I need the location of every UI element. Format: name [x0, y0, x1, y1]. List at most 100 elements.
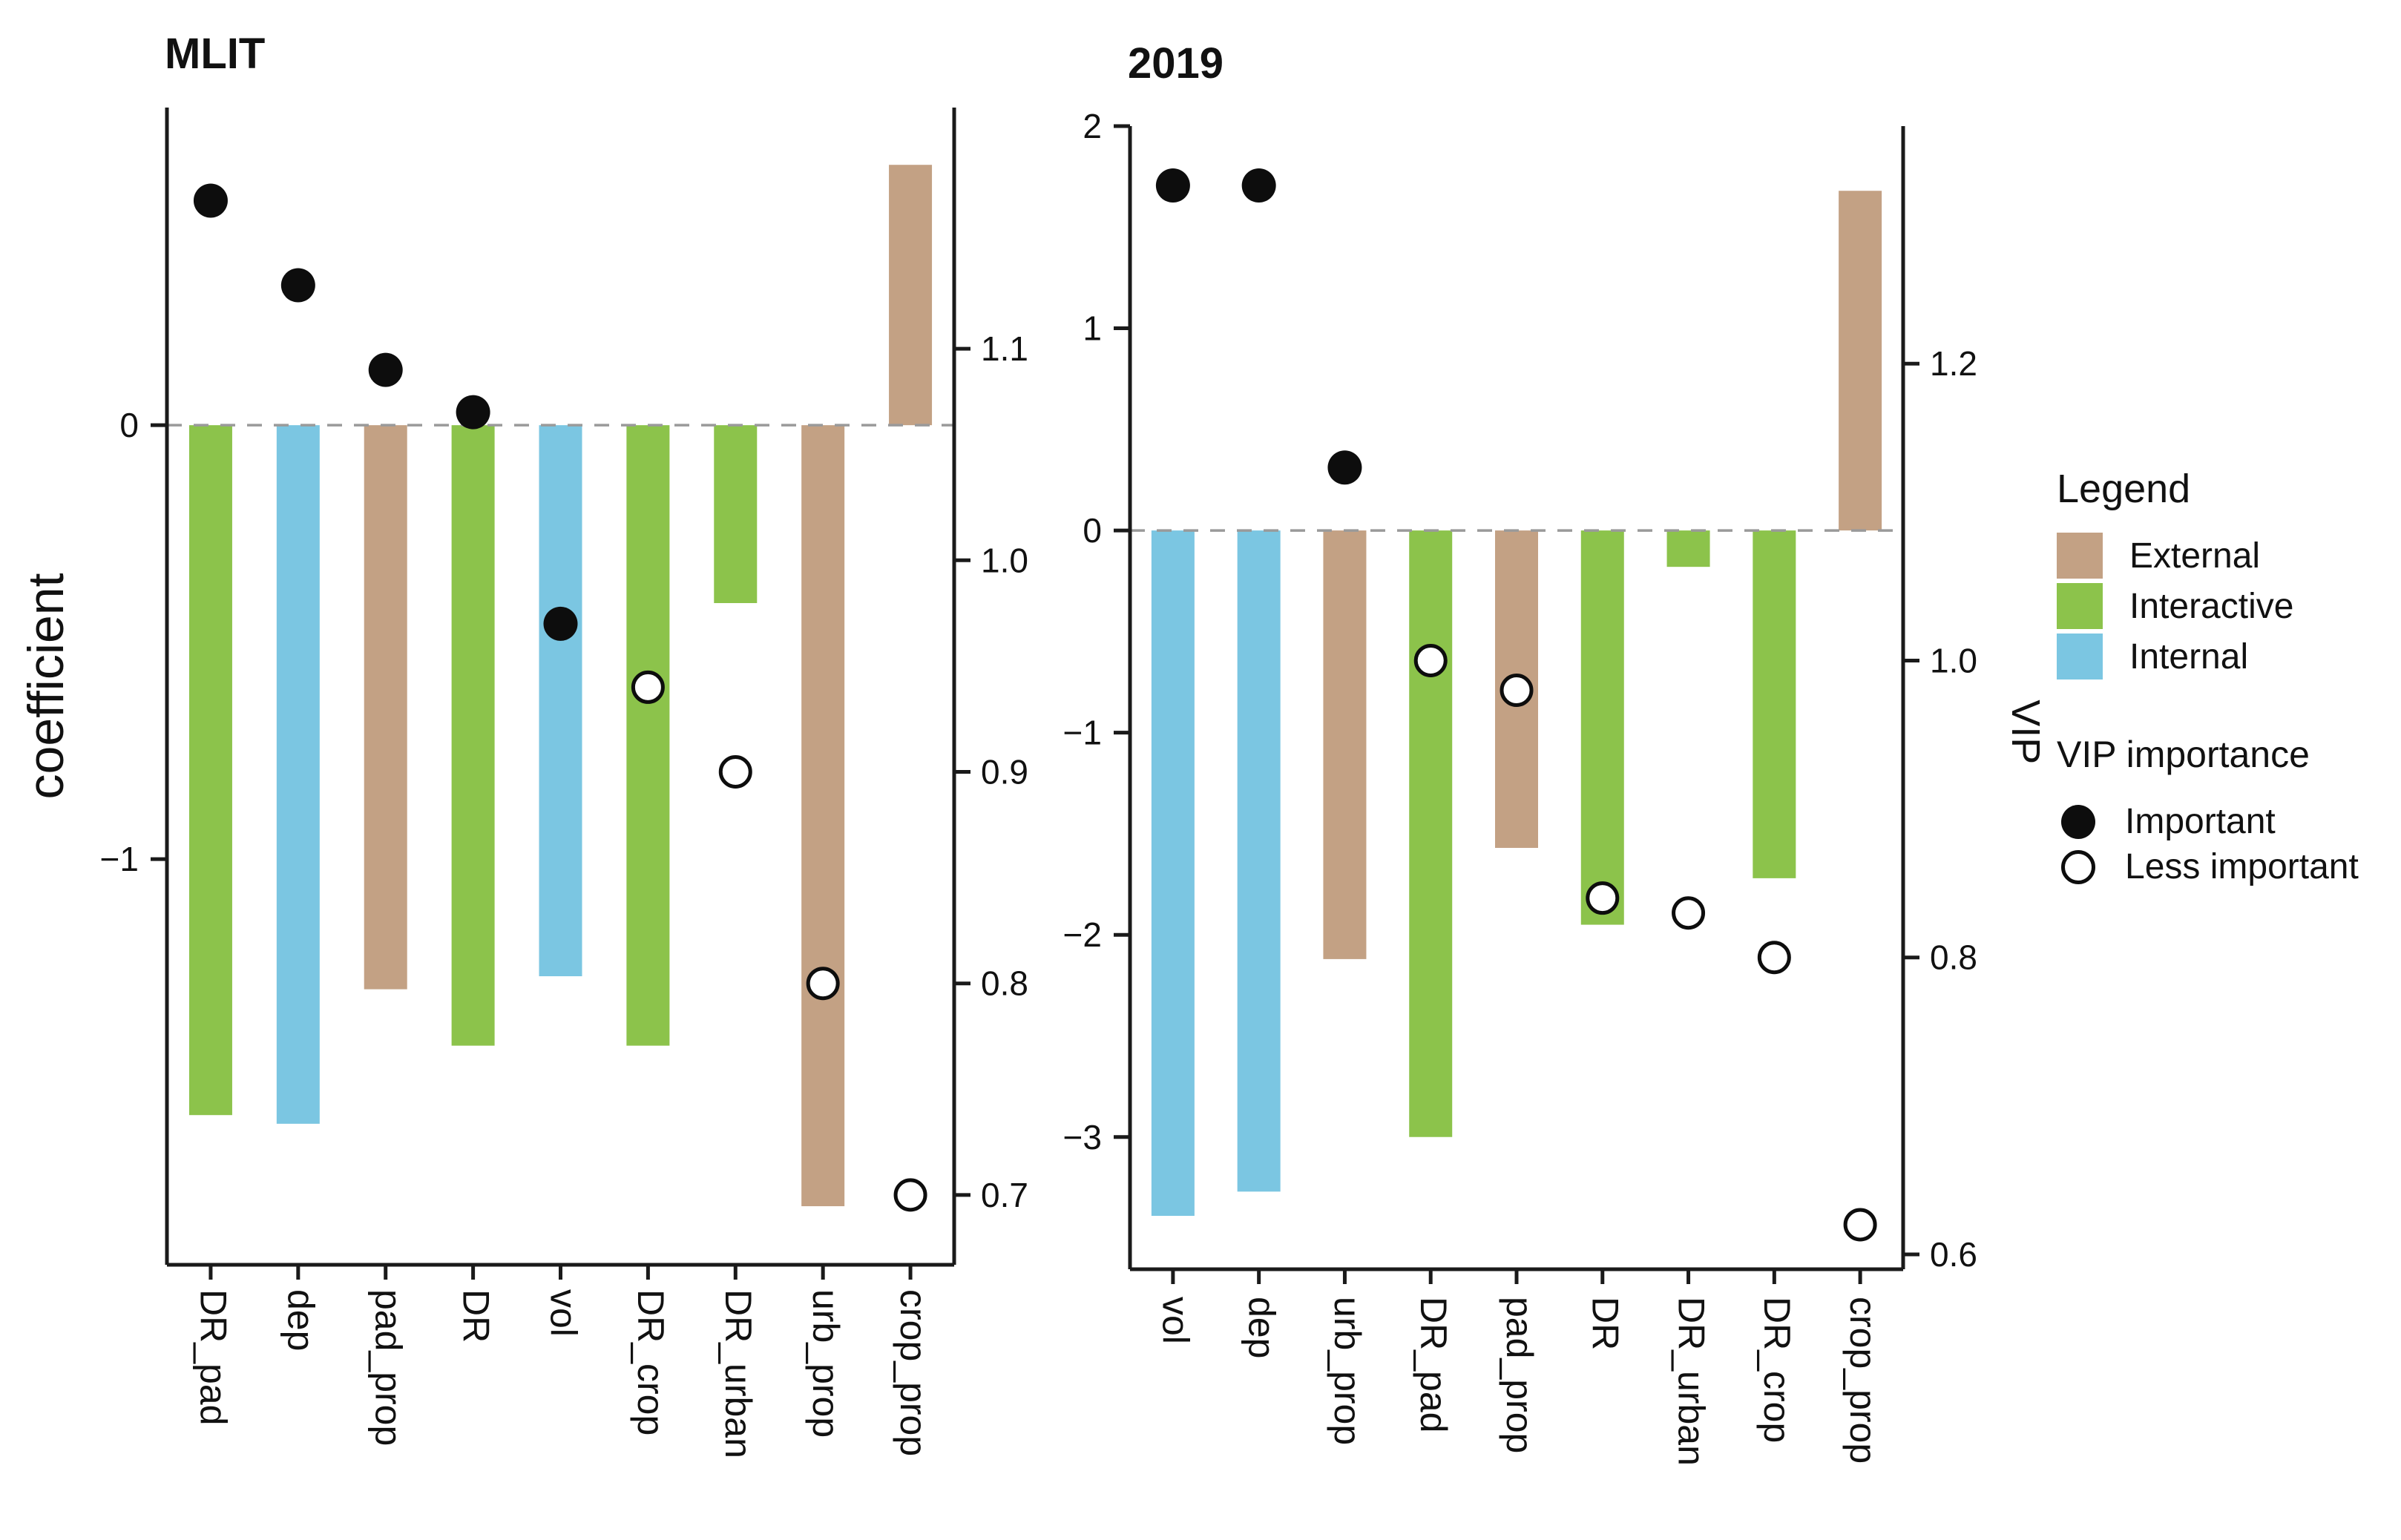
vip-point-DR_urban — [718, 755, 752, 789]
left-axis-tick-label: −1 — [100, 840, 139, 878]
x-axis-label-DR_pad: DR_pad — [1413, 1297, 1454, 1432]
bar-DR_pad — [188, 425, 232, 1116]
left-axis-tick-label: 0 — [1083, 511, 1102, 550]
x-axis-label-DR_crop: DR_crop — [630, 1289, 671, 1435]
bar-crop_prop — [1839, 191, 1882, 531]
vip-points-group — [193, 183, 927, 1212]
bar-DR — [1580, 530, 1624, 925]
x-axis-label-DR: DR — [455, 1289, 496, 1343]
vip-point-urb_prop — [806, 967, 840, 1001]
interactive-color-swatch — [2057, 583, 2103, 629]
right-axis-tick-label: 1.0 — [1930, 641, 1977, 679]
x-axis-label-vol: vol — [542, 1289, 584, 1337]
legend-item-important: Important — [2057, 801, 2398, 842]
legend-vip-title: VIP importance — [2057, 734, 2310, 775]
x-axis-label-dep: dep — [280, 1289, 322, 1351]
x-axis-label-vol: vol — [1155, 1297, 1197, 1344]
x-axis-label-crop_prop: crop_prop — [893, 1289, 934, 1456]
bar-dep — [276, 425, 320, 1124]
left-axis-tick-label: 0 — [119, 406, 139, 444]
bar-urb_prop — [1323, 530, 1367, 959]
legend-item-label: Less important — [2125, 847, 2359, 886]
bar-dep — [1237, 530, 1281, 1192]
bar-urb_prop — [801, 425, 845, 1207]
bar-pad_prop — [364, 425, 407, 990]
vip-point-DR_crop — [631, 670, 665, 704]
right-axis-tick-label: 0.7 — [981, 1176, 1028, 1214]
x-axis-label-DR_urban: DR_urban — [1670, 1297, 1712, 1466]
x-axis-label-crop_prop: crop_prop — [1842, 1297, 1884, 1464]
x-axis-label-urb_prop: urb_prop — [1327, 1297, 1368, 1445]
vip-point-crop_prop — [1843, 1208, 1877, 1242]
right-axis-title: VIP — [2003, 700, 2048, 764]
vip-point-urb_prop — [1327, 450, 1362, 485]
bar-vol — [1151, 530, 1195, 1217]
legend-item-label: External — [2129, 536, 2261, 576]
vip-point-DR — [1586, 881, 1620, 915]
bar-DR_urban — [1666, 530, 1710, 567]
vip-point-DR_pad — [1413, 643, 1448, 677]
left-axis-tick-label: 2 — [1083, 107, 1102, 145]
right-axis-tick-label: 1.0 — [981, 541, 1028, 579]
x-axis-label-DR_pad: DR_pad — [193, 1289, 234, 1425]
legend-item-internal: Internal — [2057, 634, 2398, 679]
x-axis-label-pad_prop: pad_prop — [1499, 1297, 1540, 1453]
bar-DR_urban — [714, 425, 758, 603]
left-axis-tick-label: −1 — [1063, 714, 1102, 752]
bar-DR_crop — [1753, 530, 1796, 878]
legend-title: Legend — [2057, 467, 2191, 511]
legend-item-label: Important — [2125, 802, 2276, 841]
open-circle-icon — [2061, 849, 2095, 884]
right-axis-tick-label: 1.1 — [981, 329, 1028, 368]
x-axis: vol dep urb_prop DR_pad pad_prop DR DR_urban DR… — [1130, 1267, 1903, 1466]
x-axis-label-urb_prop: urb_prop — [805, 1289, 847, 1438]
x-axis-label-DR_crop: DR_crop — [1756, 1297, 1798, 1443]
vip-point-crop_prop — [893, 1178, 927, 1212]
right-axis-tick-label: 0.6 — [1930, 1235, 1977, 1274]
right-axis-tick-label: 0.9 — [981, 753, 1028, 792]
left-axis-tick-label: −3 — [1063, 1118, 1102, 1156]
x-axis-label-DR_urban: DR_urban — [717, 1289, 759, 1458]
external-color-swatch — [2057, 533, 2103, 579]
vip-point-dep — [280, 268, 315, 303]
right-axis-tick-label: 1.2 — [1930, 344, 1977, 383]
x-axis-label-pad_prop: pad_prop — [368, 1289, 410, 1446]
vip-point-DR_pad — [193, 183, 228, 218]
chart-title: 2019 — [1128, 39, 1224, 88]
bar-DR_crop — [626, 425, 670, 1046]
legend-item-label: Interactive — [2129, 586, 2294, 626]
right-axis: 1.1 1.0 0.9 0.8 0.7 — [952, 108, 1028, 1265]
legend-item-less-important: Less important — [2057, 846, 2398, 887]
right-axis-tick-label: 0.8 — [1930, 938, 1977, 977]
legend-item-interactive: Interactive — [2057, 583, 2398, 629]
right-axis-tick-label: 0.8 — [981, 964, 1028, 1003]
bar-vol — [539, 425, 582, 977]
internal-color-swatch — [2057, 634, 2103, 679]
chart-title: MLIT — [165, 30, 265, 78]
vip-point-DR_urban — [1672, 896, 1706, 930]
left-axis-tick-label: −2 — [1063, 915, 1102, 954]
bar-DR — [451, 425, 495, 1046]
vip-point-DR_crop — [1757, 941, 1791, 975]
left-axis-tick-label: 1 — [1083, 309, 1102, 348]
legend-item-label: Internal — [2129, 636, 2249, 677]
vip-point-pad_prop — [1500, 673, 1534, 707]
bar-DR_pad — [1409, 530, 1453, 1137]
filled-circle-icon — [2061, 804, 2095, 839]
bars-group — [1151, 191, 1882, 1217]
vip-points-group — [1155, 168, 1877, 1242]
x-axis: DR_pad dep pad_prop DR vol DR_crop DR_urban urb… — [167, 1263, 954, 1458]
vip-point-pad_prop — [368, 352, 403, 387]
bar-crop_prop — [889, 165, 933, 426]
vip-point-vol — [543, 606, 578, 641]
x-axis-label-DR: DR — [1585, 1297, 1626, 1350]
legend-item-external: External — [2057, 533, 2398, 579]
left-axis: 2 1 0 −1 −2 −3 — [1063, 107, 1132, 1269]
bars-group — [188, 165, 933, 1207]
right-axis: 1.2 1.0 0.8 0.6 — [1901, 126, 1977, 1274]
vip-point-DR — [456, 395, 490, 430]
left-axis-title: coefficient — [18, 573, 74, 799]
